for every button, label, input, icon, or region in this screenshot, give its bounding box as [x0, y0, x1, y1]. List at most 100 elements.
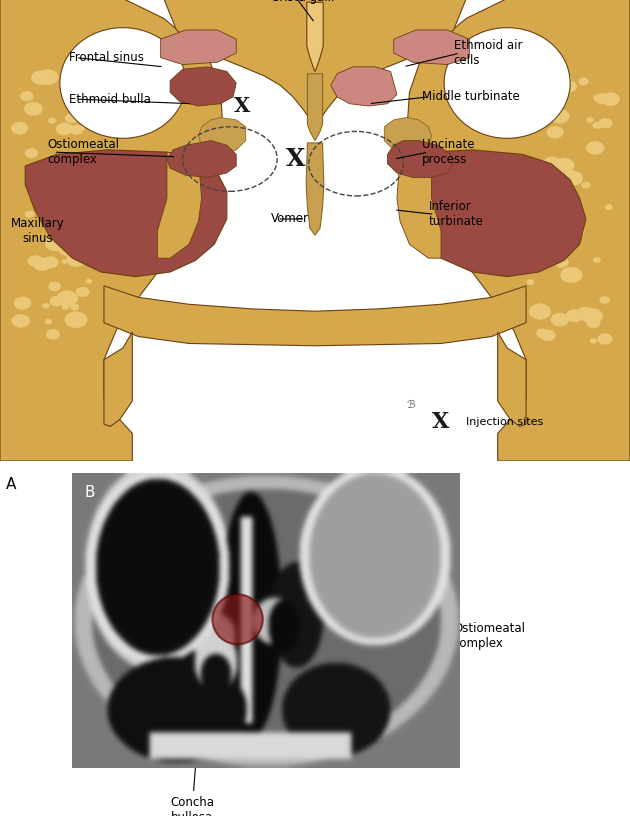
Circle shape — [48, 118, 56, 123]
Polygon shape — [161, 0, 469, 129]
Circle shape — [24, 102, 43, 116]
Circle shape — [536, 113, 543, 118]
Circle shape — [56, 290, 77, 306]
Circle shape — [74, 165, 89, 175]
Circle shape — [577, 313, 585, 319]
Circle shape — [71, 304, 79, 310]
Circle shape — [536, 253, 554, 267]
Polygon shape — [25, 150, 227, 277]
Circle shape — [562, 274, 571, 281]
Circle shape — [578, 78, 588, 85]
Circle shape — [72, 218, 83, 225]
Polygon shape — [170, 67, 236, 106]
Circle shape — [593, 257, 600, 263]
Circle shape — [59, 244, 74, 255]
Text: Ostiomeatal
complex: Ostiomeatal complex — [47, 138, 119, 166]
Ellipse shape — [60, 28, 186, 138]
Circle shape — [581, 308, 603, 324]
Circle shape — [561, 267, 582, 283]
Polygon shape — [394, 30, 469, 64]
Circle shape — [550, 109, 570, 123]
Circle shape — [566, 309, 583, 322]
Polygon shape — [384, 118, 432, 154]
Circle shape — [11, 122, 28, 135]
Circle shape — [524, 76, 538, 86]
Text: Ethmoid air
cells: Ethmoid air cells — [454, 39, 522, 67]
Circle shape — [45, 319, 52, 324]
Circle shape — [581, 182, 590, 188]
Circle shape — [20, 91, 33, 101]
Circle shape — [563, 268, 573, 276]
Circle shape — [45, 213, 54, 219]
Text: Vomer: Vomer — [271, 212, 309, 225]
Circle shape — [66, 210, 81, 221]
Circle shape — [587, 118, 593, 122]
Circle shape — [80, 235, 90, 242]
Text: X: X — [432, 410, 450, 432]
Circle shape — [14, 297, 31, 309]
Circle shape — [66, 252, 86, 267]
Circle shape — [597, 334, 612, 344]
Text: Maxillary
sinus: Maxillary sinus — [11, 216, 65, 245]
Circle shape — [76, 287, 89, 297]
Circle shape — [534, 172, 554, 188]
Circle shape — [554, 158, 575, 173]
Circle shape — [605, 205, 612, 210]
Circle shape — [62, 259, 67, 264]
Text: Injection sites: Injection sites — [466, 417, 544, 427]
Circle shape — [593, 122, 602, 129]
Circle shape — [569, 223, 575, 226]
Circle shape — [49, 282, 60, 290]
Polygon shape — [167, 140, 236, 178]
Circle shape — [46, 329, 60, 339]
Circle shape — [42, 304, 49, 308]
Circle shape — [72, 217, 93, 232]
Circle shape — [64, 164, 70, 168]
Circle shape — [551, 313, 569, 326]
Circle shape — [89, 88, 106, 101]
Circle shape — [25, 211, 34, 218]
Circle shape — [531, 179, 539, 184]
Text: Concha
bullosa: Concha bullosa — [170, 690, 214, 816]
Circle shape — [38, 69, 59, 85]
Circle shape — [541, 330, 556, 341]
Circle shape — [543, 157, 561, 170]
Text: Frontal sinus: Frontal sinus — [69, 51, 144, 64]
Circle shape — [586, 141, 604, 154]
Polygon shape — [104, 286, 526, 346]
Circle shape — [74, 74, 85, 82]
Circle shape — [77, 164, 96, 178]
Polygon shape — [161, 30, 236, 64]
Circle shape — [12, 314, 30, 327]
Text: Crista galli: Crista galli — [271, 0, 334, 4]
Ellipse shape — [212, 594, 263, 645]
Circle shape — [587, 318, 600, 328]
Polygon shape — [331, 67, 397, 106]
Circle shape — [578, 307, 592, 317]
Circle shape — [590, 339, 597, 344]
Circle shape — [555, 258, 569, 268]
Circle shape — [65, 113, 78, 123]
Text: Middle turbinate: Middle turbinate — [422, 91, 520, 104]
Text: ℬ: ℬ — [406, 400, 415, 410]
Circle shape — [536, 329, 549, 338]
Polygon shape — [306, 143, 324, 235]
Polygon shape — [397, 152, 441, 258]
Text: Uncinate
process: Uncinate process — [422, 138, 474, 166]
Circle shape — [602, 92, 619, 106]
Circle shape — [65, 312, 87, 328]
Text: X: X — [234, 96, 251, 116]
Polygon shape — [307, 73, 323, 140]
Circle shape — [562, 81, 577, 92]
Circle shape — [70, 220, 86, 232]
Polygon shape — [406, 0, 630, 461]
Polygon shape — [307, 2, 323, 72]
Circle shape — [56, 122, 73, 135]
Polygon shape — [498, 332, 526, 427]
Text: Inferior
turbinate: Inferior turbinate — [428, 201, 483, 228]
Circle shape — [70, 125, 83, 135]
Circle shape — [64, 218, 84, 232]
Text: B: B — [84, 485, 94, 500]
Circle shape — [539, 312, 544, 316]
Circle shape — [35, 190, 40, 195]
